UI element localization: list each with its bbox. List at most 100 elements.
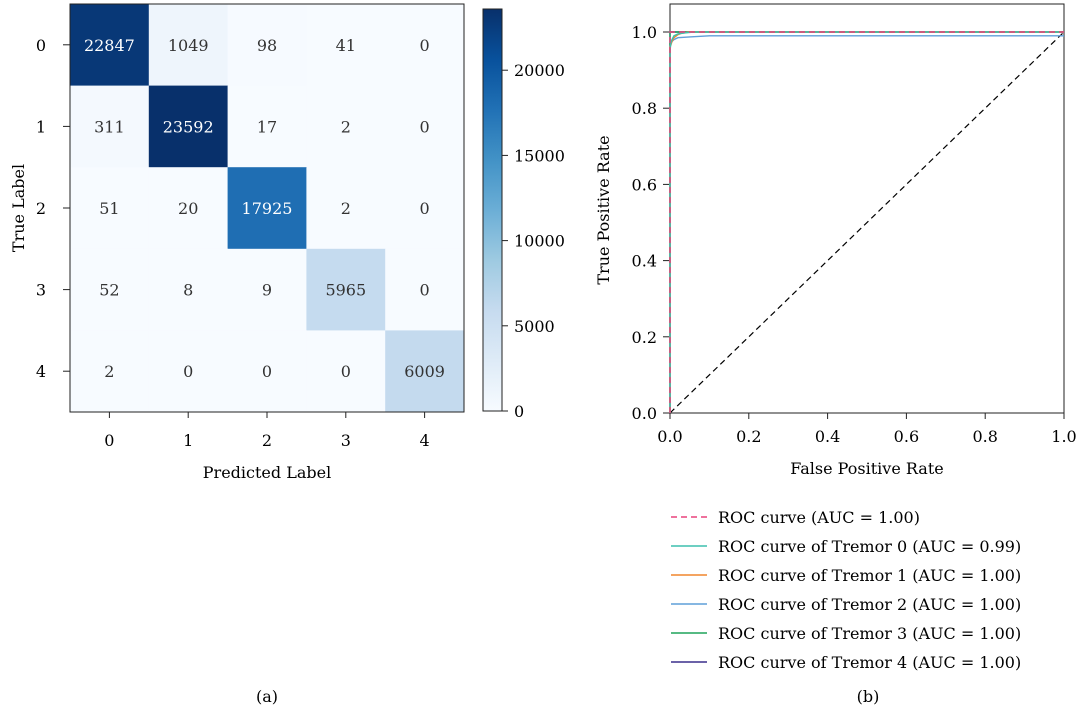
x-tick-label: 3 (341, 431, 351, 450)
confusion-cell (148, 330, 229, 413)
confusion-cell (385, 167, 465, 250)
colorbar-tick-label: 5000 (514, 317, 555, 336)
confusion-cell (306, 85, 386, 168)
confusion-cell (385, 4, 465, 87)
confusion-cell-value: 0 (262, 362, 272, 381)
confusion-cell (148, 4, 229, 87)
confusion-cell-value: 0 (420, 117, 430, 136)
confusion-cell (148, 248, 229, 331)
roc-lines (669, 31, 1065, 414)
confusion-cell-value: 2 (104, 362, 114, 381)
confusion-cell-value: 1049 (168, 36, 209, 55)
colorbar-tick-label: 10000 (514, 232, 565, 251)
y-tick-label: 0.8 (632, 99, 657, 118)
confusion-cell-value: 0 (420, 281, 430, 300)
colorbar-tick-label: 0 (514, 402, 524, 421)
confusion-matrix-x-ticks: 0 1 2 3 4 (104, 412, 430, 450)
confusion-cell (227, 330, 307, 413)
confusion-cell (148, 85, 229, 168)
roc-series-line (669, 31, 1064, 413)
y-tick-label: 0 (36, 36, 46, 55)
confusion-cell (70, 4, 150, 87)
roc-y-ticks: 0.0 0.2 0.4 0.6 0.8 1.0 (632, 23, 670, 423)
x-tick-label: 2 (262, 431, 272, 450)
colorbar-ticks: 0 5000 10000 15000 20000 (502, 61, 565, 421)
confusion-cell (306, 248, 386, 331)
confusion-cell-value: 0 (183, 362, 193, 381)
confusion-matrix-xlabel: Predicted Label (203, 463, 331, 482)
confusion-cell-value: 8 (183, 281, 193, 300)
confusion-cell (227, 248, 307, 331)
confusion-cell (227, 167, 307, 250)
roc-x-ticks: 0.0 0.2 0.4 0.6 0.8 1.0 (657, 413, 1077, 446)
legend-label: ROC curve of Tremor 4 (AUC = 1.00) (718, 653, 1021, 672)
x-tick-label: 0.2 (736, 427, 761, 446)
legend-label: ROC curve of Tremor 2 (AUC = 1.00) (718, 595, 1021, 614)
chance-line (669, 31, 1065, 414)
legend-label: ROC curve of Tremor 0 (AUC = 0.99) (718, 537, 1021, 556)
x-tick-label: 0 (104, 431, 114, 450)
confusion-cell (385, 85, 465, 168)
roc-xlabel: False Positive Rate (790, 459, 944, 478)
confusion-cell-value: 17925 (242, 199, 293, 218)
confusion-cell (148, 167, 229, 250)
confusion-cell-value: 22847 (84, 36, 135, 55)
roc-legend: ROC curve (AUC = 1.00) ROC curve of Tremo… (671, 508, 1021, 672)
confusion-cell (70, 167, 150, 250)
confusion-cell-value: 9 (262, 281, 272, 300)
y-tick-label: 3 (36, 281, 46, 300)
confusion-cell (70, 330, 150, 413)
confusion-cell-value: 20 (178, 199, 198, 218)
x-tick-label: 0.8 (972, 427, 997, 446)
y-tick-label: 0.4 (632, 252, 657, 271)
confusion-cell-value: 5965 (325, 281, 366, 300)
x-tick-label: 0.6 (894, 427, 919, 446)
x-tick-label: 1.0 (1051, 427, 1076, 446)
confusion-cell (227, 4, 307, 87)
confusion-cell-value: 2 (341, 117, 351, 136)
legend-label: ROC curve (AUC = 1.00) (718, 508, 920, 527)
x-tick-label: 1 (183, 431, 193, 450)
x-tick-label: 0.4 (815, 427, 840, 446)
confusion-cell-value: 0 (420, 36, 430, 55)
confusion-cell (227, 85, 307, 168)
y-tick-label: 2 (36, 199, 46, 218)
confusion-cell-value: 0 (420, 199, 430, 218)
y-tick-label: 0.2 (632, 328, 657, 347)
y-tick-label: 4 (36, 362, 46, 381)
panel-a-caption: (a) (256, 687, 278, 706)
legend-label: ROC curve of Tremor 3 (AUC = 1.00) (718, 624, 1021, 643)
confusion-cell (385, 248, 465, 331)
confusion-cell-value: 98 (257, 36, 277, 55)
roc-panel: 0.0 0.2 0.4 0.6 0.8 1.0 0.0 0.2 0.4 0.6 0.8 1.0 Fa… (594, 3, 1077, 706)
y-tick-label: 0.6 (632, 175, 657, 194)
confusion-cell (306, 4, 386, 87)
roc-axes-frame (669, 3, 1065, 414)
confusion-cell-value: 23592 (163, 117, 214, 136)
confusion-cell-value: 17 (257, 117, 277, 136)
confusion-cell (306, 330, 386, 413)
confusion-cell-value: 52 (99, 281, 119, 300)
y-tick-label: 1 (36, 117, 46, 136)
confusion-cell-value: 2 (341, 199, 351, 218)
confusion-cell (306, 167, 386, 250)
roc-ylabel: True Positive Rate (594, 135, 613, 284)
y-tick-label: 1.0 (632, 23, 657, 42)
x-tick-label: 0.0 (657, 427, 682, 446)
colorbar-gradient (482, 8, 503, 412)
colorbar: 0 5000 10000 15000 20000 (482, 8, 565, 421)
colorbar-tick-label: 20000 (514, 61, 565, 80)
x-tick-label: 4 (420, 431, 430, 450)
confusion-cell-value: 311 (94, 117, 125, 136)
confusion-cell-value: 6009 (404, 362, 445, 381)
confusion-cell-value: 0 (341, 362, 351, 381)
y-tick-label: 0.0 (632, 404, 657, 423)
confusion-matrix-y-ticks: 0 1 2 3 4 (36, 36, 70, 381)
colorbar-tick-label: 15000 (514, 146, 565, 165)
confusion-cell (70, 248, 150, 331)
confusion-cell (385, 330, 465, 413)
confusion-cell-value: 41 (336, 36, 356, 55)
